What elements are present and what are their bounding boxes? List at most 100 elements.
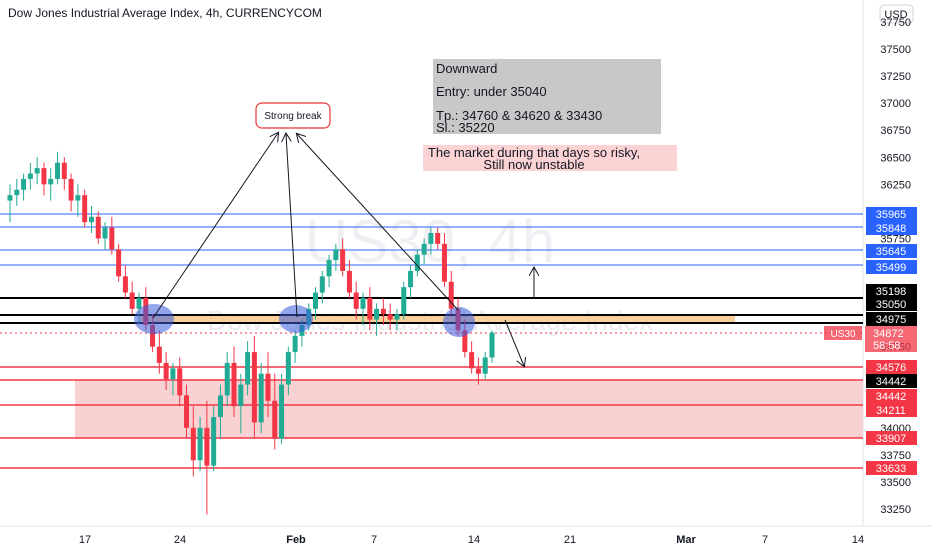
candle-body <box>353 292 359 309</box>
price-level-tag <box>866 360 917 374</box>
candle-body <box>489 332 495 358</box>
candle-body <box>217 395 223 418</box>
time-tick-label: 14 <box>852 534 864 546</box>
price-tick-label: 33250 <box>880 504 911 516</box>
price-level-label: 34975 <box>876 314 907 326</box>
symbol-tag-label: US30 <box>830 329 855 340</box>
break-point-highlight <box>279 305 313 333</box>
candle-body <box>421 243 427 255</box>
price-level-label: 35050 <box>876 299 907 311</box>
candle-body <box>55 162 61 179</box>
price-level-tag <box>866 389 917 403</box>
price-level-tag <box>866 403 917 417</box>
price-level-label: 35198 <box>876 286 907 298</box>
break-point-highlight <box>134 304 174 334</box>
candle-body <box>231 362 237 407</box>
candle-body <box>285 352 291 385</box>
candle-body <box>319 276 325 293</box>
price-level-label: 35645 <box>876 246 907 258</box>
candle-body <box>360 297 366 309</box>
candle-body <box>428 233 434 244</box>
candle-body <box>48 178 54 185</box>
time-tick-label: Feb <box>286 534 306 546</box>
candle-body <box>326 260 332 277</box>
candle-body <box>14 189 20 196</box>
candle-body <box>184 395 190 428</box>
price-level-label: 33633 <box>876 463 907 475</box>
candle-body <box>482 357 488 374</box>
candle-body <box>387 314 393 320</box>
candle-body <box>116 249 122 277</box>
candle-body <box>41 168 47 185</box>
candle-body <box>292 335 298 353</box>
candle-body <box>394 314 400 320</box>
trade-direction: Downward <box>436 61 497 76</box>
supply-band <box>140 314 735 322</box>
price-level-label: 34576 <box>876 362 907 374</box>
candle-body <box>245 352 251 385</box>
price-level-label: 34211 <box>876 405 906 417</box>
price-level-tag <box>866 221 917 235</box>
price-tick-label: 33500 <box>880 477 911 489</box>
price-level-tag <box>866 461 917 475</box>
price-level-tag <box>866 431 917 445</box>
candle-body <box>150 325 156 347</box>
price-tick-label: 37500 <box>880 44 911 56</box>
candle-body <box>408 270 414 288</box>
candle-body <box>122 276 128 293</box>
candle-body <box>462 330 468 353</box>
symbol-tag <box>824 326 862 340</box>
market-note-line1: The market during that days so risky, <box>428 145 640 160</box>
candle-body <box>61 162 67 179</box>
candle-body <box>279 384 285 439</box>
candle-body <box>88 216 94 223</box>
candle-body <box>211 417 217 466</box>
candle-body <box>401 287 407 315</box>
currency-button[interactable] <box>879 4 914 24</box>
price-tick-label: 37750 <box>880 17 911 29</box>
candle-body <box>374 308 380 320</box>
annotation-arrows <box>152 133 534 366</box>
candle-body <box>177 368 183 396</box>
price-level-tag <box>866 260 917 274</box>
time-tick-label: 7 <box>762 534 768 546</box>
candle-body <box>136 297 142 309</box>
candle-body <box>129 292 135 309</box>
time-tick-label: 17 <box>79 534 91 546</box>
candle-body <box>224 362 230 396</box>
candle-body <box>448 281 454 309</box>
candle-body <box>109 227 115 250</box>
price-level-label: 35848 <box>876 223 907 235</box>
candle-body <box>265 373 271 401</box>
price-tick-label: 37250 <box>880 71 911 83</box>
candle-body <box>102 227 108 239</box>
candle-body <box>34 168 40 174</box>
candle-body <box>163 362 169 380</box>
price-level-tag <box>866 244 917 258</box>
candle-body <box>340 249 346 271</box>
time-axis-ticks: 17 24 Feb 7 14 21 Mar 7 14 <box>79 534 864 546</box>
price-level-label: 34442 <box>876 391 907 403</box>
candle-body <box>7 195 13 201</box>
strong-break-label: Strong break <box>264 111 322 122</box>
market-note-line2: Still now unstable <box>483 157 584 172</box>
currency-label: USD <box>884 9 907 21</box>
current-price-countdown: 58:58 <box>873 340 901 352</box>
time-tick-label: 7 <box>371 534 377 546</box>
break-point-highlight <box>443 307 475 337</box>
candle-body <box>27 173 33 179</box>
candle-body <box>414 254 420 271</box>
price-level-tag <box>866 312 917 326</box>
price-tick-label: 36500 <box>880 152 911 164</box>
candle-body <box>441 243 447 282</box>
time-tick-label: 21 <box>564 534 576 546</box>
candle-body <box>68 178 74 201</box>
current-price-value: 34872 <box>873 328 904 340</box>
candle-body <box>469 352 475 369</box>
candle-body <box>251 352 257 423</box>
candle-body <box>380 308 386 315</box>
price-level-tag <box>866 297 917 311</box>
trade-entry: Entry: under 35040 <box>436 84 547 99</box>
